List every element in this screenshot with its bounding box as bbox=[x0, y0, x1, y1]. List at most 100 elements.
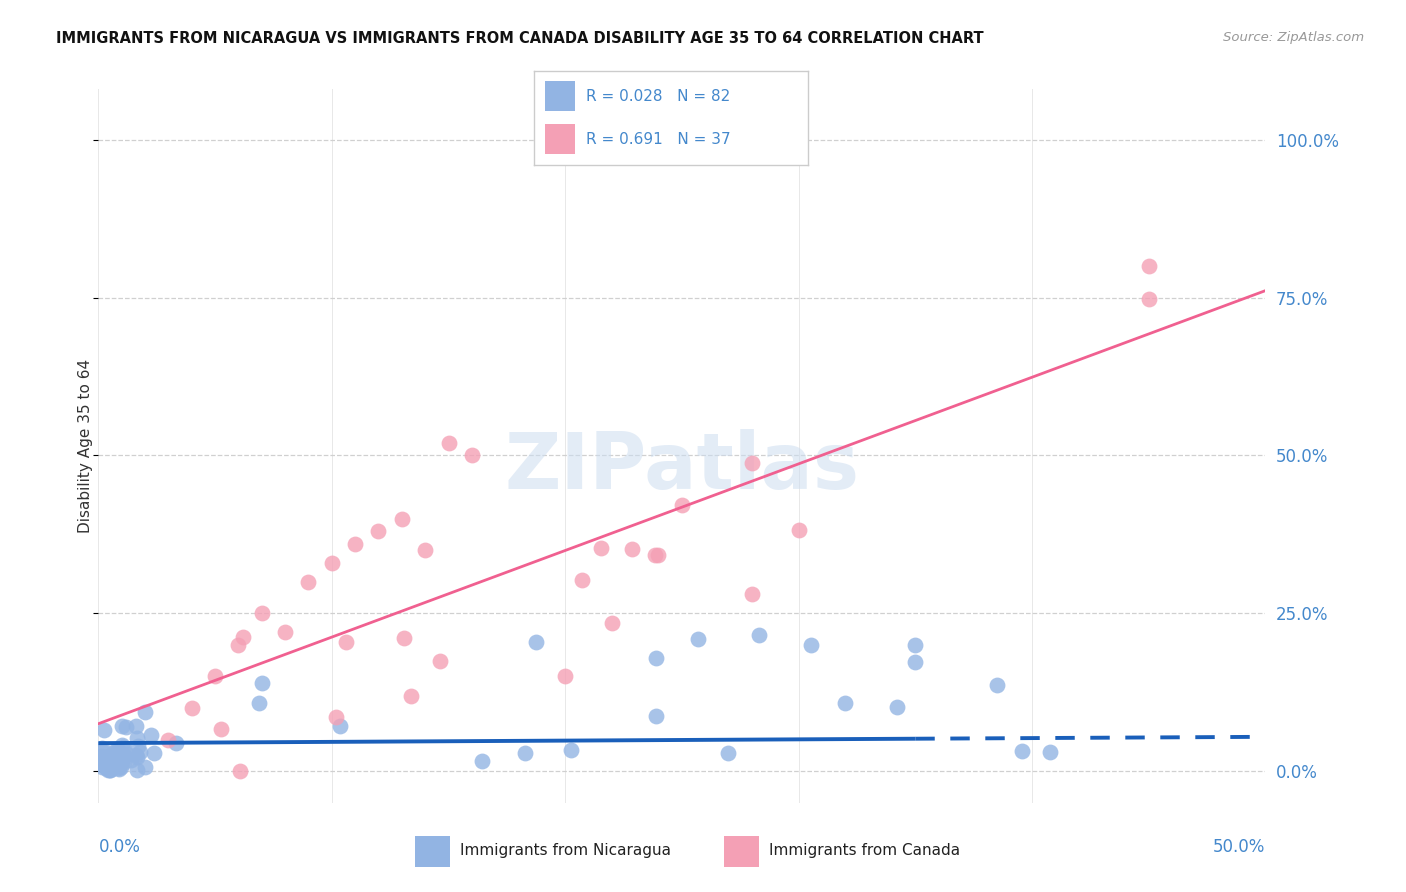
Point bbox=[94, 755, 117, 769]
Point bbox=[111, 738, 134, 752]
Point bbox=[671, 498, 693, 512]
Point bbox=[111, 749, 134, 764]
Point bbox=[904, 638, 927, 652]
Point bbox=[115, 747, 138, 761]
Point bbox=[94, 750, 117, 764]
Point bbox=[98, 763, 121, 777]
Point bbox=[297, 574, 319, 589]
Point bbox=[329, 718, 352, 732]
Point bbox=[96, 760, 118, 774]
Point bbox=[115, 720, 138, 734]
Point bbox=[98, 763, 121, 777]
Point bbox=[1011, 744, 1033, 758]
Point bbox=[91, 756, 114, 770]
Text: 0.0%: 0.0% bbox=[98, 838, 141, 855]
Point bbox=[748, 628, 770, 642]
Point bbox=[127, 763, 149, 777]
Point bbox=[91, 760, 114, 774]
Point bbox=[834, 696, 856, 710]
Point bbox=[513, 747, 536, 761]
Point bbox=[112, 756, 135, 770]
Point bbox=[741, 587, 763, 601]
Point bbox=[621, 542, 644, 557]
Point bbox=[571, 573, 593, 587]
Point bbox=[229, 764, 252, 779]
Bar bbox=[546, 81, 575, 111]
Point bbox=[1137, 259, 1160, 273]
Text: Immigrants from Canada: Immigrants from Canada bbox=[769, 844, 960, 858]
Point bbox=[325, 710, 347, 724]
Point bbox=[97, 759, 120, 773]
Point bbox=[93, 723, 115, 737]
Point bbox=[128, 745, 150, 759]
Point bbox=[98, 763, 121, 777]
Point bbox=[250, 676, 273, 690]
Point bbox=[111, 740, 134, 755]
Point bbox=[141, 728, 163, 742]
Text: Source: ZipAtlas.com: Source: ZipAtlas.com bbox=[1223, 31, 1364, 45]
Point bbox=[125, 748, 148, 763]
Point bbox=[91, 744, 114, 758]
Point bbox=[716, 747, 738, 761]
Point bbox=[103, 754, 125, 768]
Point bbox=[94, 760, 117, 774]
Point bbox=[401, 690, 423, 704]
Point bbox=[110, 759, 132, 773]
Point bbox=[107, 743, 129, 757]
Point bbox=[335, 634, 357, 648]
Point bbox=[644, 548, 666, 562]
Bar bbox=[546, 124, 575, 153]
Point bbox=[105, 758, 128, 772]
Point bbox=[437, 435, 460, 450]
Point bbox=[103, 746, 125, 760]
Text: R = 0.028   N = 82: R = 0.028 N = 82 bbox=[586, 89, 731, 104]
Point bbox=[904, 656, 927, 670]
Point bbox=[204, 669, 226, 683]
Y-axis label: Disability Age 35 to 64: Disability Age 35 to 64 bbox=[77, 359, 93, 533]
Point bbox=[98, 748, 121, 763]
Point bbox=[686, 632, 709, 647]
Point bbox=[157, 732, 180, 747]
Point bbox=[1039, 745, 1062, 759]
Point bbox=[589, 541, 612, 555]
Point bbox=[120, 753, 142, 767]
Point bbox=[471, 754, 494, 768]
Point bbox=[560, 743, 582, 757]
Point bbox=[107, 751, 129, 765]
Point bbox=[125, 731, 148, 745]
Point bbox=[104, 753, 127, 767]
Point bbox=[886, 700, 908, 714]
Point bbox=[274, 625, 297, 640]
Point bbox=[429, 654, 451, 668]
Point bbox=[554, 669, 576, 683]
Point bbox=[787, 523, 810, 537]
Point bbox=[247, 696, 270, 710]
Point bbox=[142, 746, 165, 760]
Point bbox=[105, 752, 128, 766]
Point bbox=[165, 735, 187, 749]
Point bbox=[112, 748, 135, 763]
Point bbox=[800, 638, 823, 652]
Point bbox=[97, 758, 120, 772]
Point bbox=[94, 751, 117, 765]
Point bbox=[413, 543, 436, 558]
Point bbox=[232, 630, 254, 644]
Text: 50.0%: 50.0% bbox=[1213, 838, 1265, 855]
Point bbox=[461, 449, 484, 463]
Point bbox=[107, 749, 129, 764]
Point bbox=[645, 709, 668, 723]
Point bbox=[111, 719, 134, 733]
Point bbox=[367, 524, 389, 539]
Point bbox=[134, 706, 156, 720]
Point bbox=[645, 650, 668, 665]
Point bbox=[600, 616, 623, 631]
Point bbox=[524, 635, 547, 649]
Point bbox=[90, 757, 112, 772]
Point bbox=[391, 511, 413, 525]
Point bbox=[344, 537, 367, 551]
Point bbox=[108, 756, 131, 770]
Point bbox=[101, 757, 124, 772]
Point bbox=[228, 638, 250, 652]
Point bbox=[647, 549, 669, 563]
Text: IMMIGRANTS FROM NICARAGUA VS IMMIGRANTS FROM CANADA DISABILITY AGE 35 TO 64 CORR: IMMIGRANTS FROM NICARAGUA VS IMMIGRANTS … bbox=[56, 31, 984, 46]
